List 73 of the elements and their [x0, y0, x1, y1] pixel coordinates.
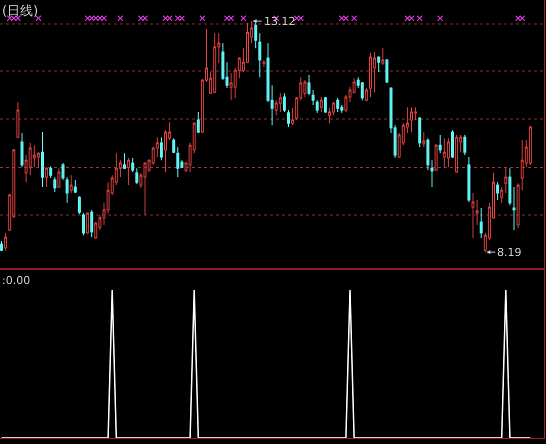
- candlestick: [336, 97, 340, 112]
- candlestick: [303, 80, 306, 98]
- candlestick: [446, 138, 450, 168]
- candlestick: [90, 209, 94, 238]
- candlestick: [316, 100, 319, 114]
- candlestick: [430, 160, 434, 188]
- candlestick: [291, 108, 294, 126]
- candlestick: [410, 106, 413, 133]
- candlestick: [262, 59, 266, 68]
- candlestick: [278, 92, 282, 112]
- candlestick: [512, 186, 516, 231]
- candlestick: [213, 32, 216, 94]
- candlestick: [360, 81, 364, 101]
- candlestick: [324, 96, 327, 114]
- candlestick: [123, 152, 126, 170]
- candlestick: [20, 132, 24, 168]
- candlestick: [86, 212, 90, 234]
- candlestick: [282, 92, 286, 112]
- candlestick: [287, 110, 290, 128]
- candlestick: [385, 58, 388, 84]
- candlestick: [308, 74, 310, 96]
- candlestick: [45, 166, 48, 188]
- candlestick: [16, 102, 20, 139]
- candlestick: [144, 162, 146, 216]
- candlestick: [438, 134, 442, 154]
- annotation: 13.12: [264, 15, 296, 28]
- candlestick: [66, 176, 69, 204]
- candlestick: [369, 52, 372, 98]
- candlestick: [127, 157, 130, 186]
- candlestick: [312, 89, 315, 106]
- candlestick: [258, 32, 262, 78]
- candlestick: [496, 182, 500, 201]
- candlestick: [41, 132, 44, 188]
- candlestick: [381, 48, 384, 66]
- candlestick: [74, 179, 77, 194]
- candlestick: [472, 192, 474, 239]
- candlestick: [373, 52, 376, 93]
- candlestick: [62, 162, 64, 180]
- candlestick: [463, 134, 466, 156]
- candlestick: [196, 111, 200, 134]
- candlestick: [422, 132, 426, 148]
- candlestick: [480, 208, 483, 239]
- candlestick: [49, 166, 52, 179]
- candlestick: [131, 157, 134, 172]
- candlestick: [434, 143, 438, 172]
- candlestick: [57, 168, 60, 188]
- candlestick: [377, 56, 380, 73]
- candlestick: [364, 88, 368, 102]
- candlestick: [0, 240, 3, 252]
- chart-title: (日线): [2, 4, 38, 19]
- candlestick: [442, 138, 446, 169]
- candlestick: [418, 116, 422, 148]
- candlestick: [426, 138, 430, 171]
- candlestick: [476, 200, 479, 226]
- annotation: 8.19: [497, 246, 522, 259]
- candlestick: [70, 174, 73, 194]
- candlestick: [467, 156, 470, 202]
- candlestick: [504, 166, 508, 194]
- candlestick: [53, 176, 56, 193]
- candlestick: [516, 182, 520, 229]
- candlestick: [320, 96, 323, 112]
- candlestick: [160, 136, 163, 161]
- candlestick: [451, 130, 454, 158]
- candlestick: [82, 212, 85, 236]
- candlestick: [500, 186, 504, 204]
- candlestick: [528, 126, 532, 166]
- candlestick: [520, 140, 524, 191]
- candlestick: [78, 196, 81, 215]
- candlestick: [135, 168, 138, 185]
- candlestick: [508, 168, 512, 206]
- candlestick: [4, 232, 8, 252]
- chart-title: :0.00: [2, 274, 30, 287]
- candlestick: [455, 134, 458, 174]
